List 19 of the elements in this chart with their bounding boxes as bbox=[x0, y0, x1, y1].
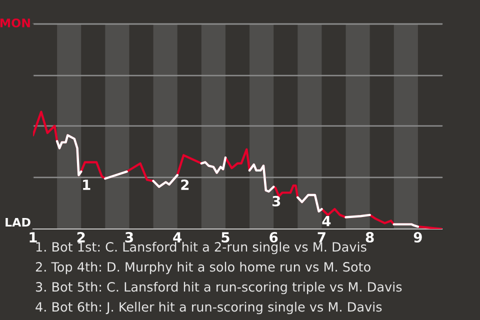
x-tick-label: 3 bbox=[125, 232, 133, 243]
x-tick-label: 8 bbox=[366, 232, 374, 243]
text: LAD bbox=[6, 218, 30, 227]
annotation: 2 bbox=[181, 180, 189, 190]
x-tick-label: 1 bbox=[30, 232, 37, 242]
x-tick-label: 9 bbox=[414, 232, 422, 243]
annotation: 1 bbox=[83, 180, 90, 190]
text: MON bbox=[0, 18, 30, 28]
annotation: 4 bbox=[322, 216, 331, 226]
annotation: 3 bbox=[272, 196, 280, 206]
text: 2. Top 4th: D. Murphy hit a solo home run vs M. Soto bbox=[36, 262, 370, 274]
x-tick-label: 6 bbox=[270, 232, 278, 243]
x-tick-label: 2 bbox=[77, 232, 85, 242]
text: 1. Bot 1st: C. Lansford hit a 2-run single vs M. Davis bbox=[36, 242, 366, 254]
x-tick-label: 4 bbox=[173, 232, 182, 242]
text: 3. Bot 5th: C. Lansford hit a run-scoring triple vs M. Davis bbox=[36, 282, 402, 294]
x-tick-label: 5 bbox=[222, 232, 230, 243]
x-tick-label: 7 bbox=[318, 232, 326, 242]
text: 4. Bot 6th: J. Keller hit a run-scoring single vs M. Davis bbox=[36, 302, 382, 314]
